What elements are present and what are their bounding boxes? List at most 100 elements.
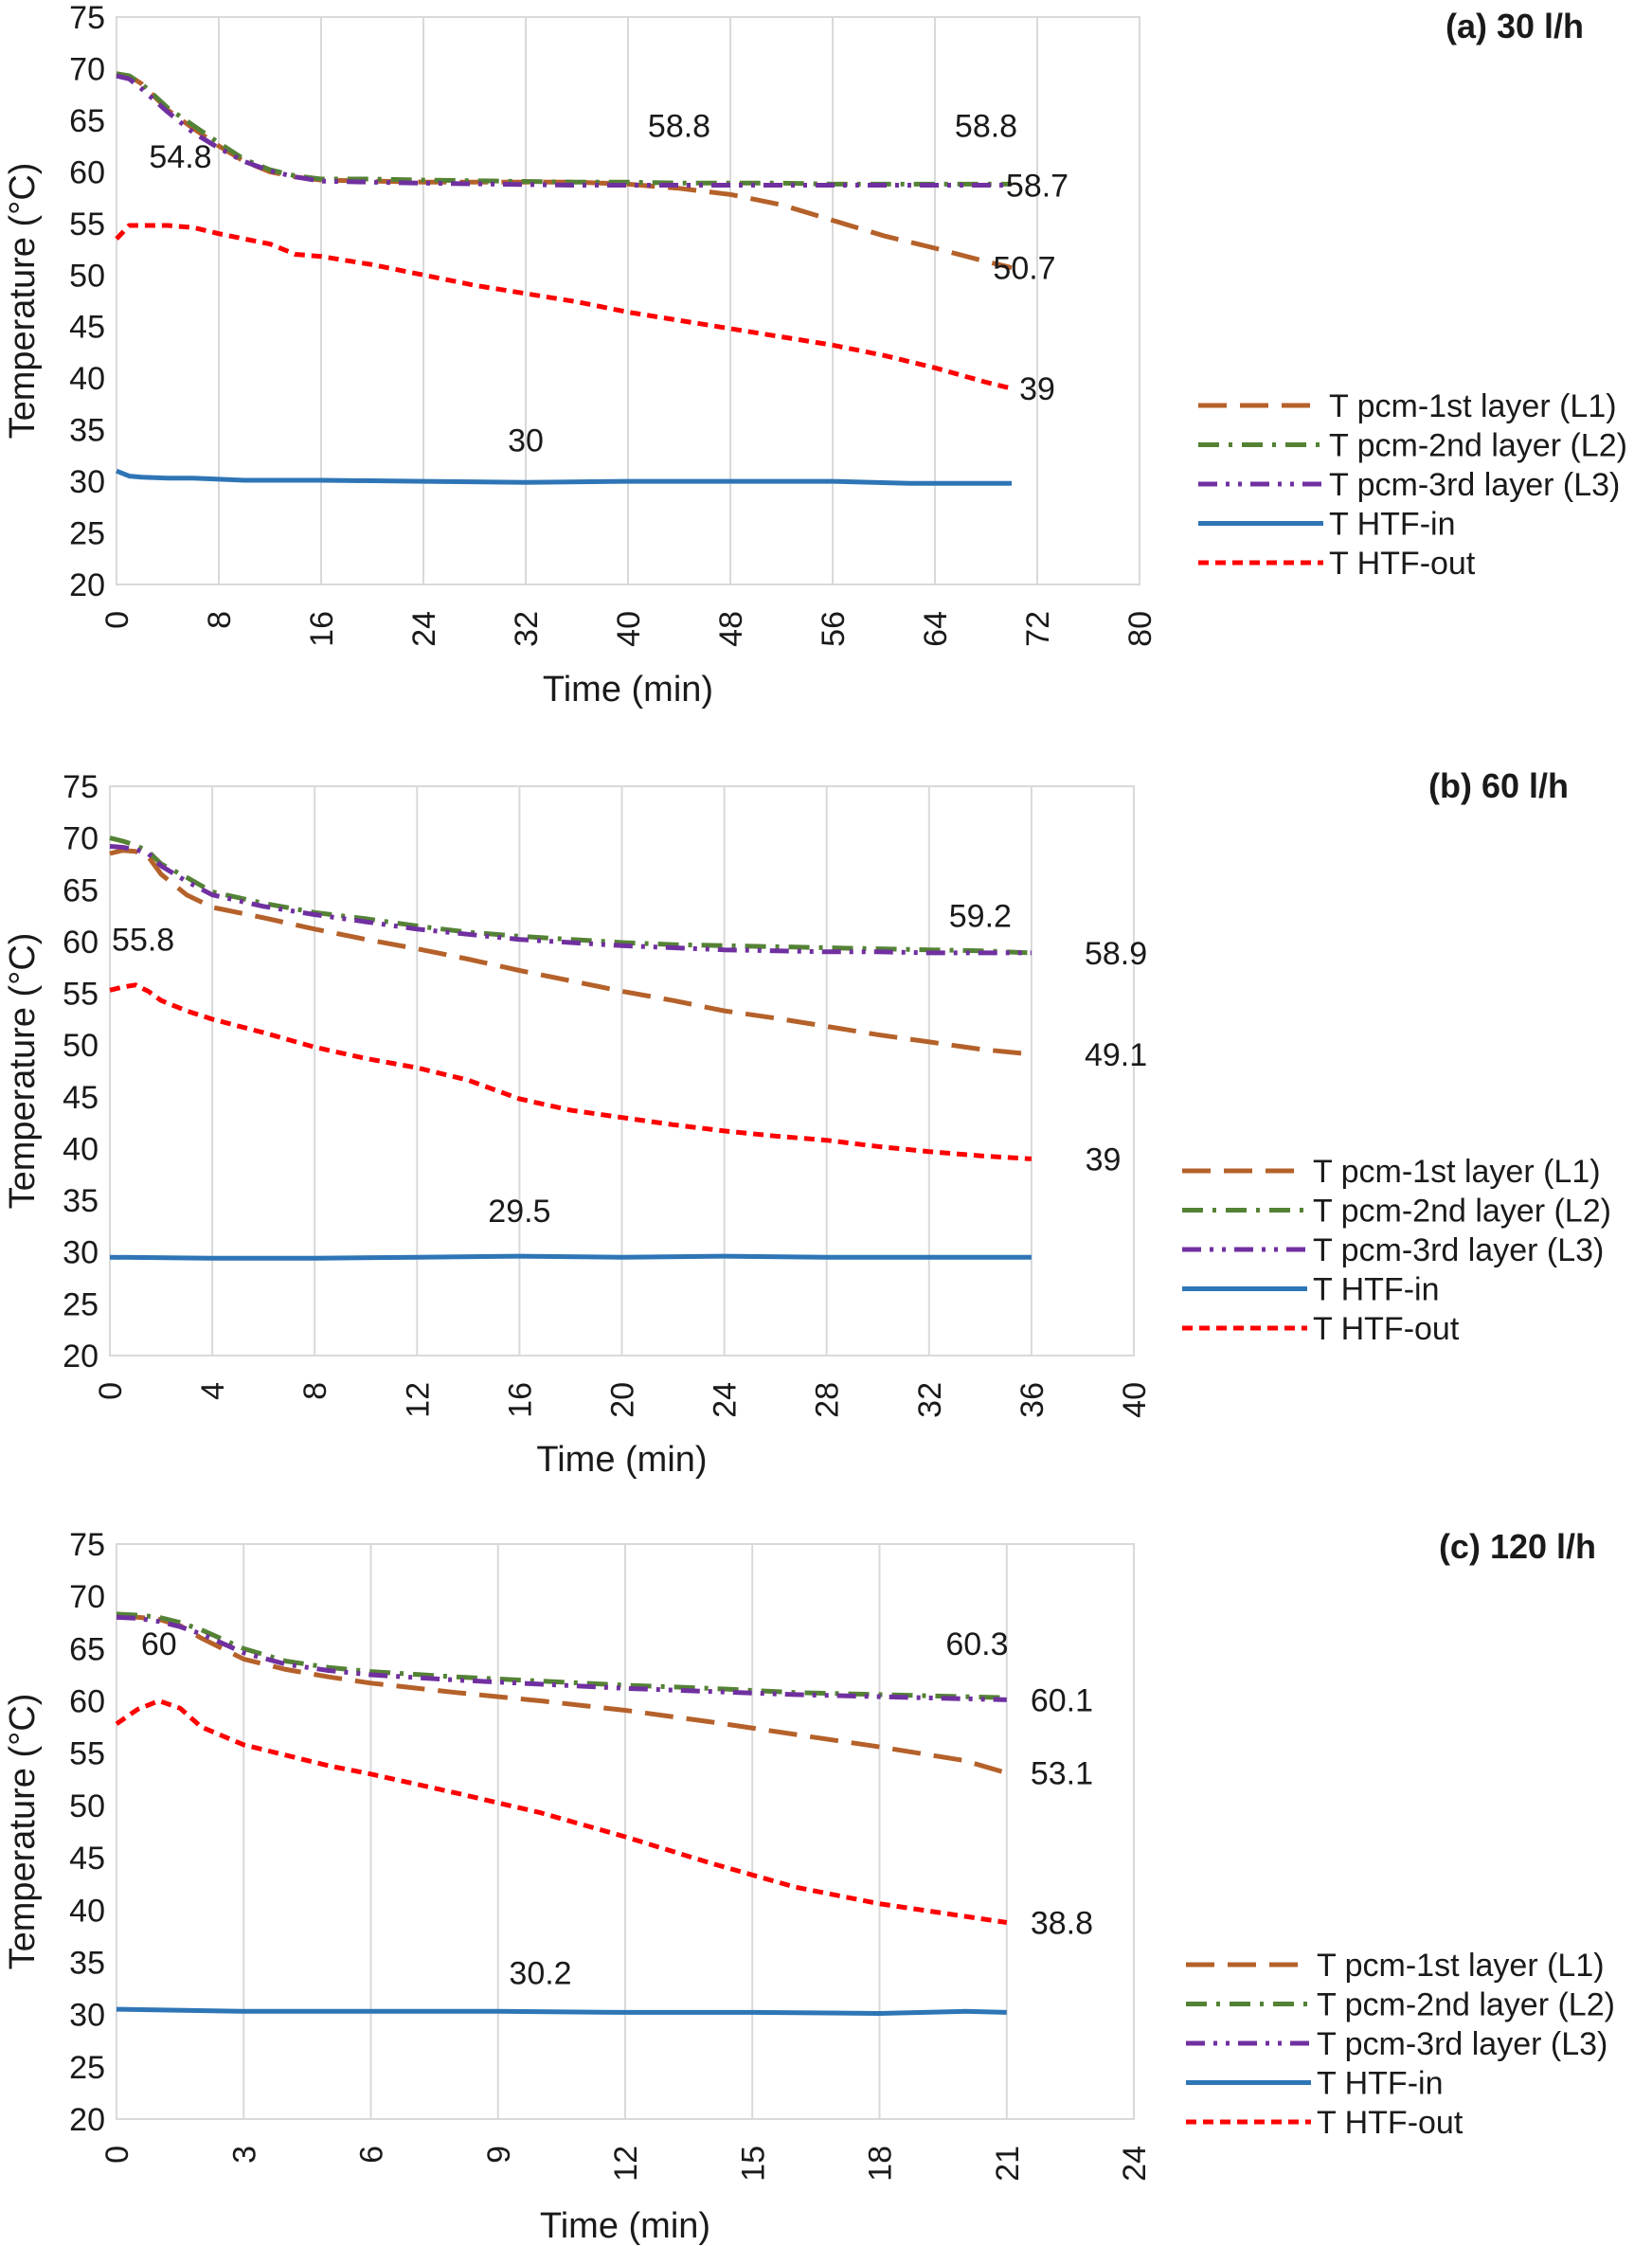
plot-area [109,785,1135,1357]
y-tick-label: 20 [63,1339,99,1375]
y-tick-label: 25 [69,2050,105,2086]
y-tick-label: 60 [69,154,105,190]
chart-panel-a: 20 25 30 35 40 45 50 55 60 65 70 75 0 8 16 24 32 40 48 56 64… [3,0,1627,710]
legend-label: T pcm-2nd layer (L2) [1329,428,1627,464]
x-tick-label: 18 [863,2146,899,2182]
y-axis-label: Temperature (°C) [3,1694,43,1970]
y-tick-label: 60 [69,1684,105,1720]
x-tick-label: 15 [735,2146,771,2182]
y-tick-label: 40 [69,361,105,397]
x-tick-label: 24 [708,1382,744,1418]
x-tick-label: 24 [406,611,442,647]
y-tick-label: 45 [69,310,105,346]
data-label: 59.2 [949,899,1012,935]
y-tick-label: 75 [69,0,105,36]
plot-area [116,1543,1135,2120]
y-tick-label: 55 [69,207,105,243]
y-tick-label: 40 [69,1893,105,1929]
x-tick-label: 40 [1117,1382,1153,1418]
series-line-5 [109,982,1032,1161]
y-tick-label: 70 [69,51,105,87]
x-tick-label: 3 [226,2146,262,2164]
data-label: 58.9 [1085,936,1147,972]
series-line-3 [116,73,1012,188]
legend: T pcm-1st layer (L1) T pcm-2nd layer (L2)… [1198,388,1627,582]
series-line-5 [115,223,1013,391]
legend-label: T HTF-out [1313,1311,1460,1347]
data-label: 58.8 [648,108,710,144]
series-line-3 [116,1614,1007,1702]
x-tick-label: 12 [608,2146,644,2182]
data-label: 29.5 [488,1194,550,1230]
x-tick-label: 8 [202,611,238,629]
legend-label: T pcm-3rd layer (L3) [1313,1232,1604,1268]
x-axis-label: Time (min) [536,1440,707,1480]
x-tick-label: 48 [713,611,749,647]
x-tick-label: 6 [354,2146,390,2164]
y-tick-label: 55 [63,977,99,1013]
series-line-1 [117,1614,1008,1776]
y-tick-label: 20 [69,567,105,603]
legend-label: T HTF-in [1313,1272,1439,1308]
x-tick-label: 16 [304,611,340,647]
y-tick-label: 65 [63,872,99,908]
x-tick-label: 4 [195,1382,231,1400]
data-label: 30.2 [509,1955,571,1991]
y-tick-label: 75 [69,1527,105,1563]
series-line-4 [116,468,1012,486]
y-tick-label: 65 [69,103,105,139]
legend-label: T pcm-3rd layer (L3) [1317,2026,1607,2062]
y-axis-label: Temperature (°C) [3,163,43,440]
x-tick-label: 8 [297,1382,333,1400]
legend-label: T HTF-out [1317,2105,1463,2141]
series-line-5 [115,1698,1008,1925]
y-tick-label: 35 [69,1945,105,1981]
data-label: 49.1 [1085,1037,1147,1073]
y-tick-label: 75 [63,769,99,805]
x-tick-label: 0 [99,611,135,629]
legend-label: T pcm-1st layer (L1) [1329,388,1617,424]
y-axis-label: Temperature (°C) [3,933,43,1210]
chart-title: (c) 120 l/h [1439,1527,1596,1566]
x-tick-label: 9 [481,2146,517,2164]
y-tick-label: 40 [63,1131,99,1167]
data-label: 38.8 [1031,1906,1093,1942]
series-line-4 [109,1253,1032,1261]
legend-label: T pcm-2nd layer (L2) [1317,1987,1615,2023]
series-line-2 [116,71,1012,187]
y-tick-label: 45 [63,1080,99,1116]
legend: T pcm-1st layer (L1) T pcm-2nd layer (L2)… [1182,1154,1611,1347]
series-line-2 [109,836,1032,956]
y-tick-label: 35 [69,413,105,449]
y-tick-label: 50 [63,1028,99,1064]
chart-panel-b: 20 25 30 35 40 45 50 55 60 65 70 75 0 4 8 12 16 20 24 28 32 3… [3,766,1611,1480]
x-tick-label: 72 [1020,611,1056,647]
x-tick-label: 36 [1015,1382,1050,1418]
data-label: 58.7 [1006,169,1068,205]
y-tick-label: 55 [69,1736,105,1772]
series-line-2 [116,1611,1007,1700]
y-tick-label: 70 [63,821,99,857]
x-tick-label: 21 [990,2146,1026,2182]
data-label: 50.7 [993,251,1055,287]
y-tick-label: 50 [69,258,105,294]
x-tick-label: 40 [611,611,647,647]
data-label: 39 [1019,371,1055,407]
legend-label: T HTF-in [1329,507,1455,543]
y-tick-label: 70 [69,1579,105,1615]
x-tick-label: 24 [1117,2146,1153,2182]
y-tick-label: 30 [63,1235,99,1271]
legend-label: T pcm-2nd layer (L2) [1313,1194,1611,1230]
data-label: 55.8 [112,923,174,959]
x-tick-label: 12 [400,1382,436,1418]
data-label: 39 [1086,1141,1122,1177]
y-tick-label: 20 [69,2102,105,2138]
y-tick-label: 25 [69,516,105,552]
y-tick-label: 45 [69,1841,105,1877]
data-label: 60.1 [1031,1682,1093,1718]
series-line-1 [109,848,1032,1057]
legend-label: T pcm-1st layer (L1) [1317,1948,1605,1984]
legend-label: T HTF-in [1317,2066,1443,2102]
plot-area [116,16,1140,585]
